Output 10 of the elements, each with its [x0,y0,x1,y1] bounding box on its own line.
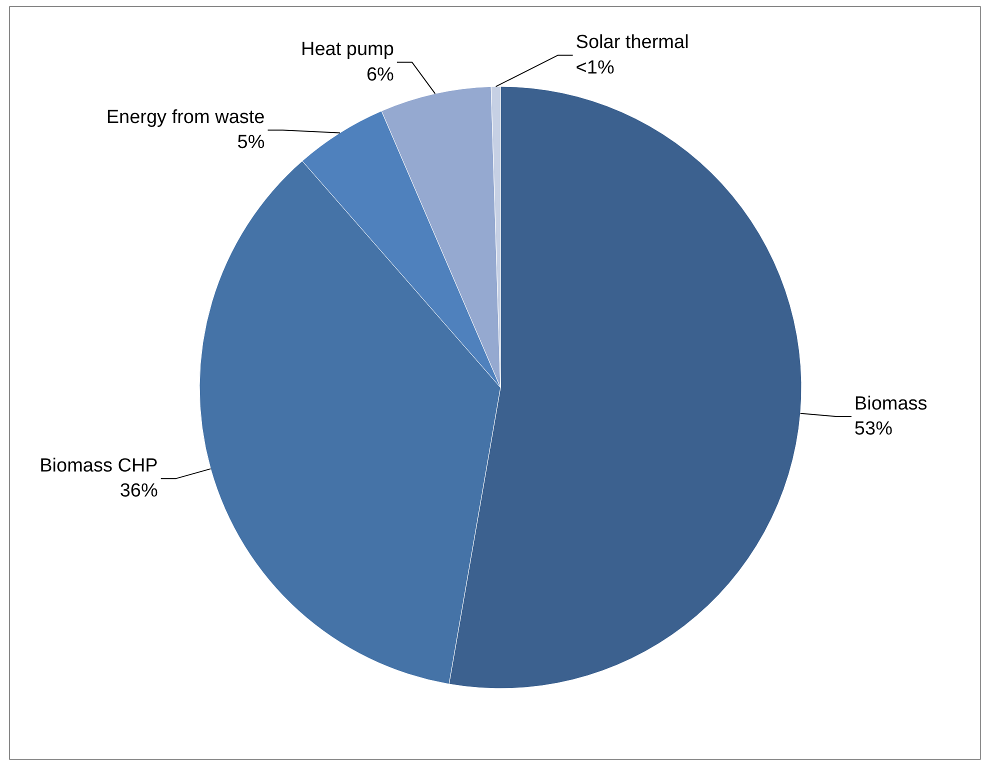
slice-label: Solar thermal [576,32,689,54]
data-label: 53% [854,418,893,440]
data-label: 6% [366,64,394,86]
data-label: 5% [237,132,265,154]
slice-label: Biomass CHP [40,455,158,476]
data-label: 36% [120,480,158,502]
slice-label: Biomass [854,393,928,414]
slice-label: Heat pump [300,39,394,60]
data-label: <1% [576,57,614,78]
slice-label: Energy from waste [106,107,265,128]
